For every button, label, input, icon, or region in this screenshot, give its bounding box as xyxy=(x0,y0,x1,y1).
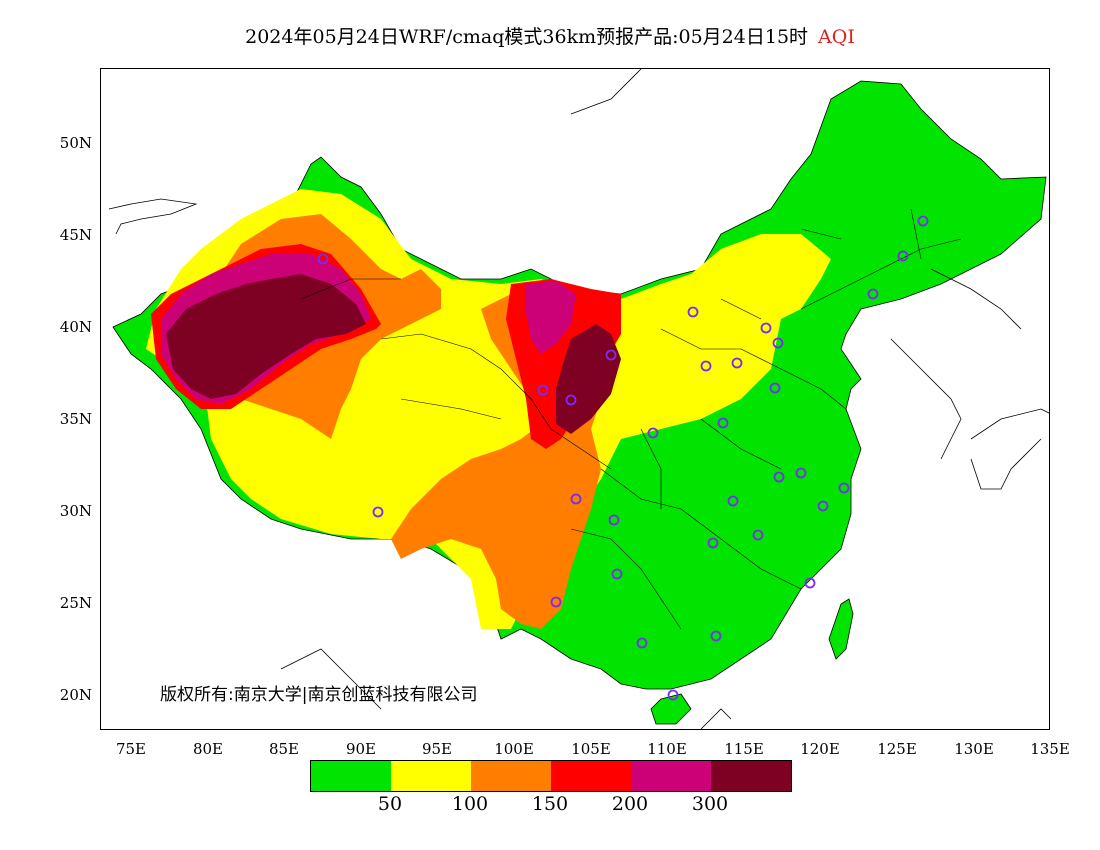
northwest-magenta-region xyxy=(526,281,576,354)
lon-label-105e: 105E xyxy=(571,740,611,758)
hainan xyxy=(650,693,692,725)
lat-label-30n: 30N xyxy=(59,502,92,520)
copyright-text: 版权所有:南京大学|南京创蓝科技有限公司 xyxy=(160,685,478,705)
legend-swatch-magenta xyxy=(631,761,711,791)
map-title: 2024年05月24日WRF/cmaq模式36km预报产品:05月24日15时 A… xyxy=(0,22,1100,49)
taiwan xyxy=(828,598,854,660)
lat-label-20n: 20N xyxy=(59,686,92,704)
lat-label-50n: 50N xyxy=(59,134,92,152)
lon-label-95e: 95E xyxy=(421,740,453,758)
legend-swatch-orange xyxy=(471,761,551,791)
legend-label-50: 50 xyxy=(377,793,403,815)
lat-label-25n: 25N xyxy=(59,594,92,612)
lon-label-135e: 135E xyxy=(1030,740,1070,758)
color-legend xyxy=(310,760,792,792)
lon-label-115e: 115E xyxy=(724,740,764,758)
lon-label-120e: 120E xyxy=(800,740,840,758)
legend-swatch-green xyxy=(311,761,391,791)
legend-label-300: 300 xyxy=(691,793,729,815)
lat-label-40n: 40N xyxy=(59,318,92,336)
lon-label-110e: 110E xyxy=(647,740,687,758)
legend-swatch-red xyxy=(551,761,631,791)
lon-label-85e: 85E xyxy=(268,740,300,758)
city-markers xyxy=(317,215,929,701)
lon-label-100e: 100E xyxy=(494,740,534,758)
map-frame xyxy=(100,68,1050,730)
lon-label-90e: 90E xyxy=(345,740,377,758)
legend-swatch-maroon xyxy=(711,761,791,791)
loess-maroon-region xyxy=(556,324,621,434)
legend-label-200: 200 xyxy=(611,793,649,815)
title-main: 2024年05月24日WRF/cmaq模式36km预报产品:05月24日15时 xyxy=(245,26,809,48)
legend-label-150: 150 xyxy=(531,793,569,815)
lon-label-75e: 75E xyxy=(115,740,147,758)
neighbour-coastlines xyxy=(108,69,1049,729)
china-region-maroon xyxy=(166,274,366,399)
lon-label-130e: 130E xyxy=(954,740,994,758)
legend-swatch-yellow xyxy=(391,761,471,791)
lat-label-35n: 35N xyxy=(59,410,92,428)
legend-label-100: 100 xyxy=(451,793,489,815)
province-borders xyxy=(300,208,962,630)
title-variable: AQI xyxy=(818,26,855,48)
lon-label-125e: 125E xyxy=(877,740,917,758)
lon-label-80e: 80E xyxy=(192,740,224,758)
aqi-map xyxy=(108,69,1049,729)
lat-label-45n: 45N xyxy=(59,226,92,244)
